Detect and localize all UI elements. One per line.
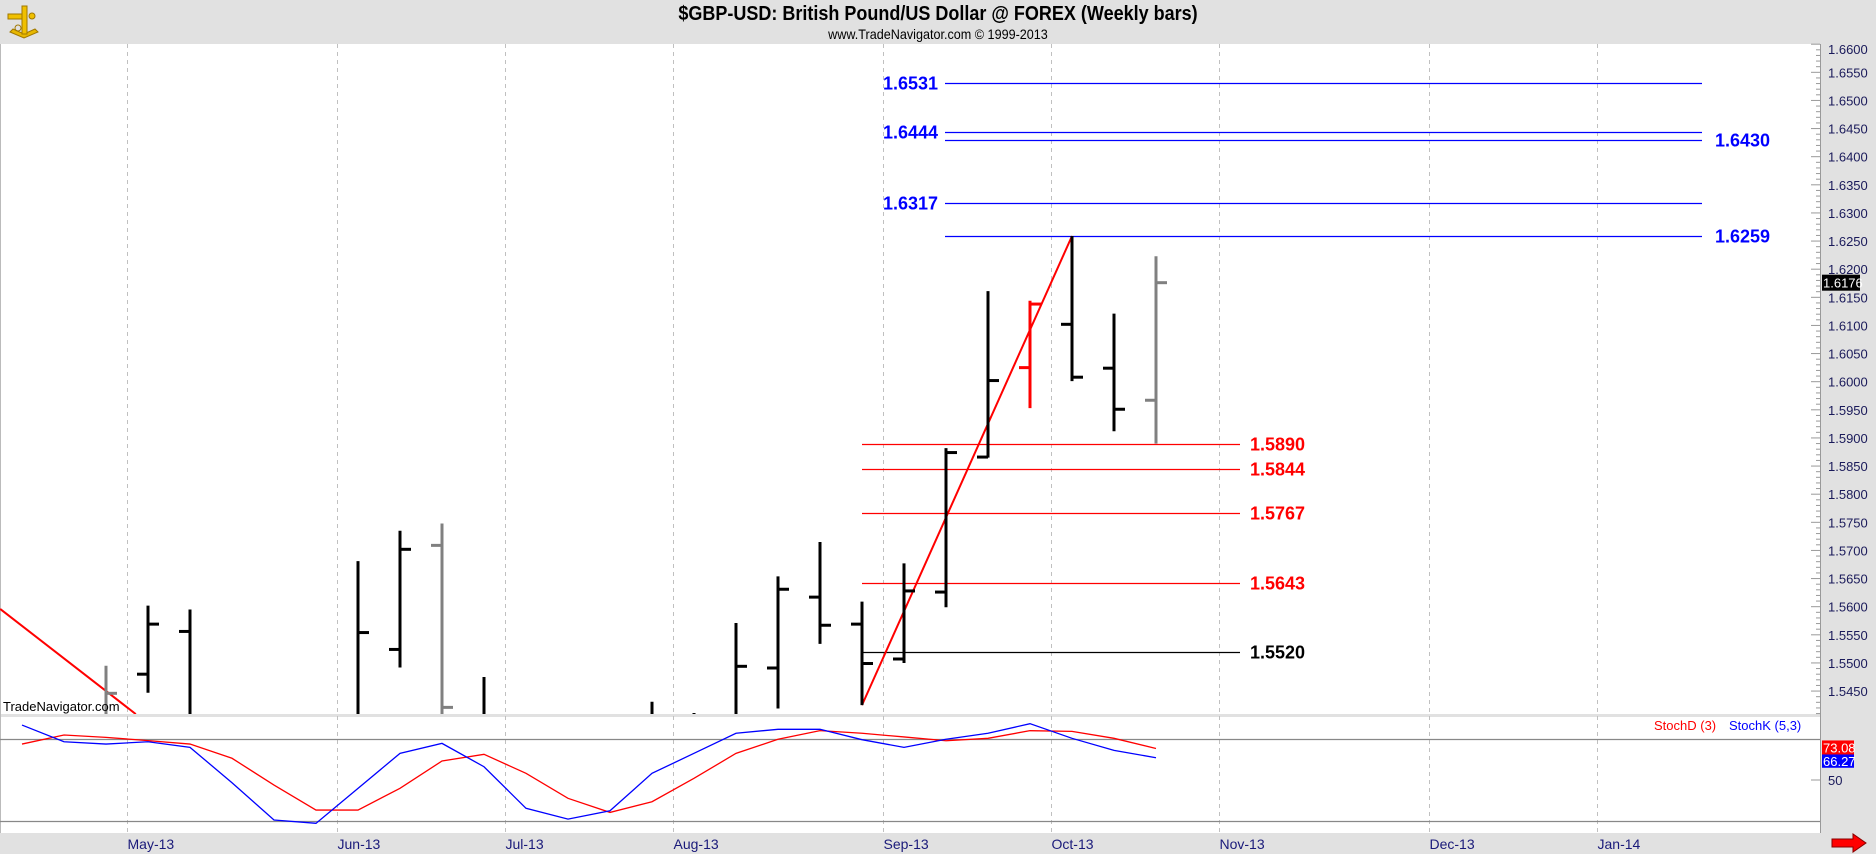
- price-axis-label: 1.5900: [1828, 431, 1868, 446]
- level-label: 1.5844: [1250, 460, 1305, 480]
- price-axis-label: 1.5700: [1828, 543, 1868, 558]
- price-axis-label: 1.6300: [1828, 206, 1868, 221]
- price-bar[interactable]: [104, 665, 117, 716]
- price-bar[interactable]: [734, 623, 747, 716]
- month-label: Oct-13: [1052, 836, 1094, 852]
- chart-header: $GBP-USD: British Pound/US Dollar @ FORE…: [0, 0, 1876, 44]
- price-axis-label: 1.6100: [1828, 318, 1868, 333]
- trendline[interactable]: [861, 235, 1073, 706]
- trendline[interactable]: [0, 608, 137, 714]
- level-label: 1.6317: [883, 194, 938, 214]
- stoch-k-value: 66.27: [1823, 754, 1856, 769]
- stoch-k-tag: [1822, 753, 1854, 768]
- price-bar[interactable]: [431, 523, 453, 716]
- level-label: 1.6259: [1715, 227, 1770, 247]
- month-label: Jul-13: [506, 836, 544, 852]
- price-bar[interactable]: [977, 291, 999, 459]
- price-axis-label: 1.5650: [1828, 572, 1868, 587]
- price-axis-label: 1.6550: [1828, 65, 1868, 80]
- price-axis-label: 1.6050: [1828, 347, 1868, 362]
- price-panel[interactable]: [0, 44, 1820, 714]
- price-axis-label: 1.5950: [1828, 403, 1868, 418]
- price-bar[interactable]: [179, 609, 192, 717]
- price-bar[interactable]: [1061, 236, 1083, 382]
- month-label: Aug-13: [674, 836, 719, 852]
- level-label: 1.5890: [1250, 435, 1305, 455]
- month-label: Jun-13: [338, 836, 381, 852]
- price-axis-label: 1.5800: [1828, 487, 1868, 502]
- price-bar[interactable]: [389, 530, 411, 668]
- price-bar[interactable]: [1145, 256, 1167, 444]
- price-bar[interactable]: [851, 601, 873, 706]
- price-axis[interactable]: [1820, 44, 1876, 833]
- price-bar[interactable]: [356, 561, 369, 716]
- price-axis-label: 1.5450: [1828, 684, 1868, 699]
- price-axis-label: 1.6200: [1828, 262, 1868, 277]
- stoch-d-value: 73.08: [1823, 740, 1856, 755]
- price-axis-label: 1.5750: [1828, 515, 1868, 530]
- month-label: Dec-13: [1430, 836, 1475, 852]
- level-label: 1.5520: [1250, 643, 1305, 663]
- month-label: Nov-13: [1220, 836, 1265, 852]
- level-label: 1.6531: [883, 74, 938, 94]
- price-bar[interactable]: [935, 448, 957, 608]
- price-plot: [0, 82, 1702, 717]
- price-bar[interactable]: [809, 542, 831, 644]
- price-axis-label: 1.6250: [1828, 234, 1868, 249]
- price-axis-label: 1.5500: [1828, 656, 1868, 671]
- watermark: TradeNavigator.com: [3, 699, 120, 714]
- price-bar[interactable]: [1103, 313, 1125, 432]
- legend-stoch-k: StochK (5,3): [1729, 718, 1801, 733]
- stoch-d-line[interactable]: [21, 730, 1157, 814]
- price-bar[interactable]: [137, 605, 159, 693]
- month-label: Sep-13: [884, 836, 929, 852]
- price-axis-label: 1.5600: [1828, 600, 1868, 615]
- price-bar[interactable]: [1019, 300, 1041, 409]
- legend-stoch-d: StochD (3): [1654, 718, 1716, 733]
- level-label: 1.5643: [1250, 574, 1305, 594]
- month-label: May-13: [128, 836, 175, 852]
- price-axis-label: 1.6150: [1828, 290, 1868, 305]
- stoch-k-line[interactable]: [21, 723, 1157, 824]
- price-axis-label: 1.6450: [1828, 122, 1868, 137]
- price-axis-label: 1.6500: [1828, 93, 1868, 108]
- month-label: Jan-14: [1598, 836, 1641, 852]
- chart-title: $GBP-USD: British Pound/US Dollar @ FORE…: [678, 3, 1198, 25]
- price-axis-label: 1.5850: [1828, 459, 1868, 474]
- price-axis-label: 1.6600: [1828, 42, 1868, 57]
- level-label: 1.6430: [1715, 131, 1770, 151]
- last-price-value: 1.6176: [1823, 276, 1863, 291]
- price-axis-label: 1.6400: [1828, 150, 1868, 165]
- price-bar[interactable]: [893, 563, 915, 663]
- stoch-axis-label: 50: [1828, 773, 1842, 788]
- price-axis-label: 1.6000: [1828, 375, 1868, 390]
- level-label: 1.5767: [1250, 504, 1305, 524]
- chart-subtitle: www.TradeNavigator.com © 1999-2013: [828, 26, 1048, 42]
- last-price-tag: [1822, 274, 1860, 291]
- scroll-right-arrow-icon[interactable]: [1831, 833, 1867, 853]
- level-label: 1.6444: [883, 123, 938, 143]
- stochastic-panel[interactable]: [0, 717, 1820, 833]
- price-axis-label: 1.5550: [1828, 628, 1868, 643]
- stoch-d-tag: [1822, 740, 1854, 755]
- price-axis-label: 1.6350: [1828, 178, 1868, 193]
- stoch-plot: [21, 723, 1157, 824]
- sextant-icon: [7, 5, 39, 39]
- price-bar[interactable]: [767, 576, 789, 709]
